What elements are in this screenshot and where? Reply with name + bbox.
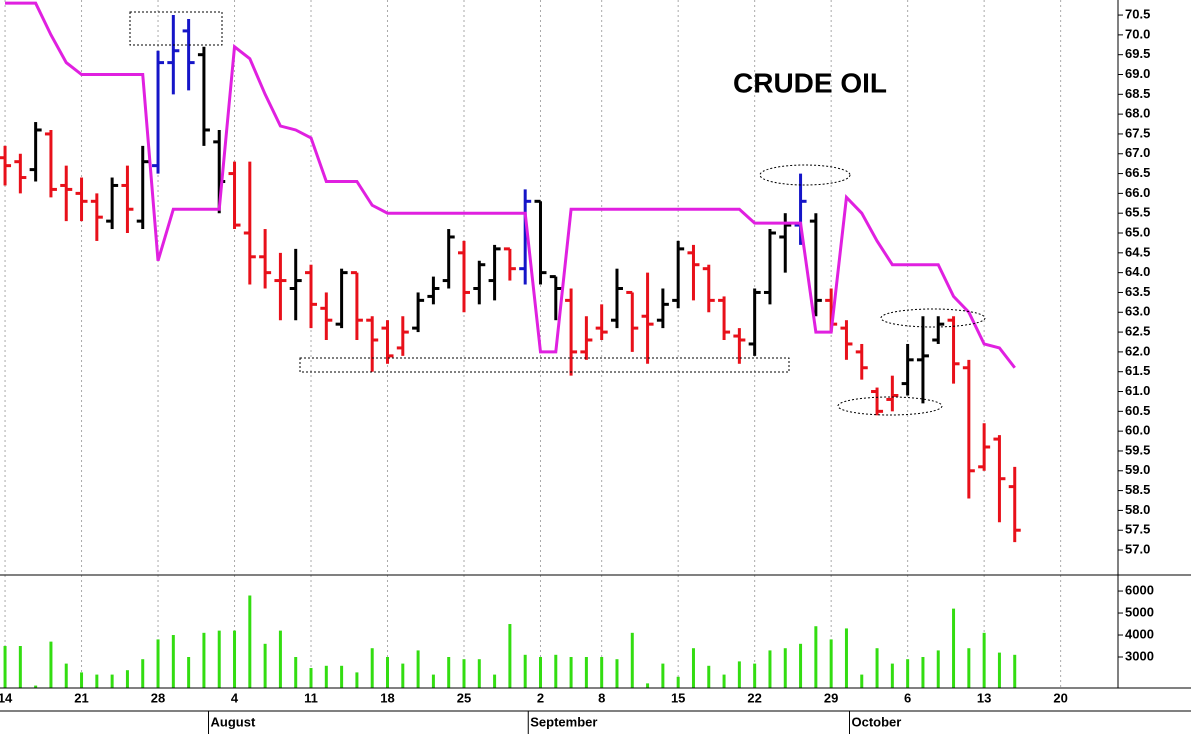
y-tick-label: 61.0 bbox=[1125, 383, 1150, 398]
chart-title: CRUDE OIL bbox=[733, 67, 887, 98]
y-tick-label: 67.5 bbox=[1125, 125, 1150, 140]
y-tick-label: 58.5 bbox=[1125, 482, 1150, 497]
x-tick-label: 11 bbox=[304, 690, 318, 705]
y-tick-label: 3000 bbox=[1125, 648, 1154, 663]
y-tick-label: 68.0 bbox=[1125, 106, 1150, 121]
x-tick-label: 4 bbox=[231, 690, 239, 705]
y-tick-label: 59.0 bbox=[1125, 462, 1150, 477]
y-tick-label: 66.0 bbox=[1125, 185, 1150, 200]
x-tick-label: 6 bbox=[904, 690, 911, 705]
y-tick-label: 58.0 bbox=[1125, 502, 1150, 517]
x-tick-label: 2 bbox=[537, 690, 544, 705]
y-tick-label: 60.0 bbox=[1125, 423, 1150, 438]
y-tick-label: 4000 bbox=[1125, 626, 1154, 641]
y-tick-label: 70.5 bbox=[1125, 6, 1150, 21]
y-tick-label: 60.5 bbox=[1125, 403, 1150, 418]
x-tick-label: 18 bbox=[380, 690, 394, 705]
y-tick-label: 61.5 bbox=[1125, 363, 1150, 378]
y-tick-label: 70.0 bbox=[1125, 26, 1150, 41]
x-tick-label: 14 bbox=[0, 690, 13, 705]
marks bbox=[0, 1, 1021, 688]
y-tick-label: 62.5 bbox=[1125, 324, 1150, 339]
y-tick-label: 57.5 bbox=[1125, 522, 1150, 537]
y-tick-label: 64.0 bbox=[1125, 264, 1150, 279]
x-tick-label: 25 bbox=[457, 690, 471, 705]
y-tick-label: 62.0 bbox=[1125, 343, 1150, 358]
x-tick-label: 22 bbox=[747, 690, 761, 705]
stop-line bbox=[5, 1, 1016, 369]
y-tick-label: 67.0 bbox=[1125, 145, 1150, 160]
x-tick-label: 13 bbox=[977, 690, 991, 705]
annotation-box bbox=[129, 11, 223, 46]
y-tick-label: 64.5 bbox=[1125, 244, 1150, 259]
y-tick-label: 65.0 bbox=[1125, 224, 1150, 239]
annotation-box bbox=[299, 357, 790, 373]
y-tick-label: 69.0 bbox=[1125, 66, 1150, 81]
annotation-ellipse bbox=[837, 396, 943, 416]
x-tick-label: 28 bbox=[151, 690, 165, 705]
x-tick-label: 20 bbox=[1053, 690, 1067, 705]
x-tick-label: 21 bbox=[74, 690, 88, 705]
x-tick-label: 8 bbox=[598, 690, 605, 705]
x-tick-label: 15 bbox=[671, 690, 685, 705]
month-label: August bbox=[211, 714, 256, 729]
annotation-ellipse bbox=[880, 308, 986, 328]
grid bbox=[4, 0, 1123, 734]
month-label: September bbox=[530, 714, 597, 729]
y-tick-label: 59.5 bbox=[1125, 442, 1150, 457]
annotation-ellipse bbox=[759, 164, 851, 186]
y-tick-label: 6000 bbox=[1125, 582, 1154, 597]
y-tick-label: 65.5 bbox=[1125, 205, 1150, 220]
x-tick-label: 29 bbox=[824, 690, 838, 705]
y-tick-label: 69.5 bbox=[1125, 46, 1150, 61]
y-tick-label: 63.5 bbox=[1125, 284, 1150, 299]
y-tick-label: 66.5 bbox=[1125, 165, 1150, 180]
y-tick-label: 5000 bbox=[1125, 604, 1154, 619]
y-tick-label: 63.0 bbox=[1125, 304, 1150, 319]
y-tick-label: 57.0 bbox=[1125, 541, 1150, 556]
y-tick-label: 68.5 bbox=[1125, 86, 1150, 101]
month-label: October bbox=[852, 714, 902, 729]
